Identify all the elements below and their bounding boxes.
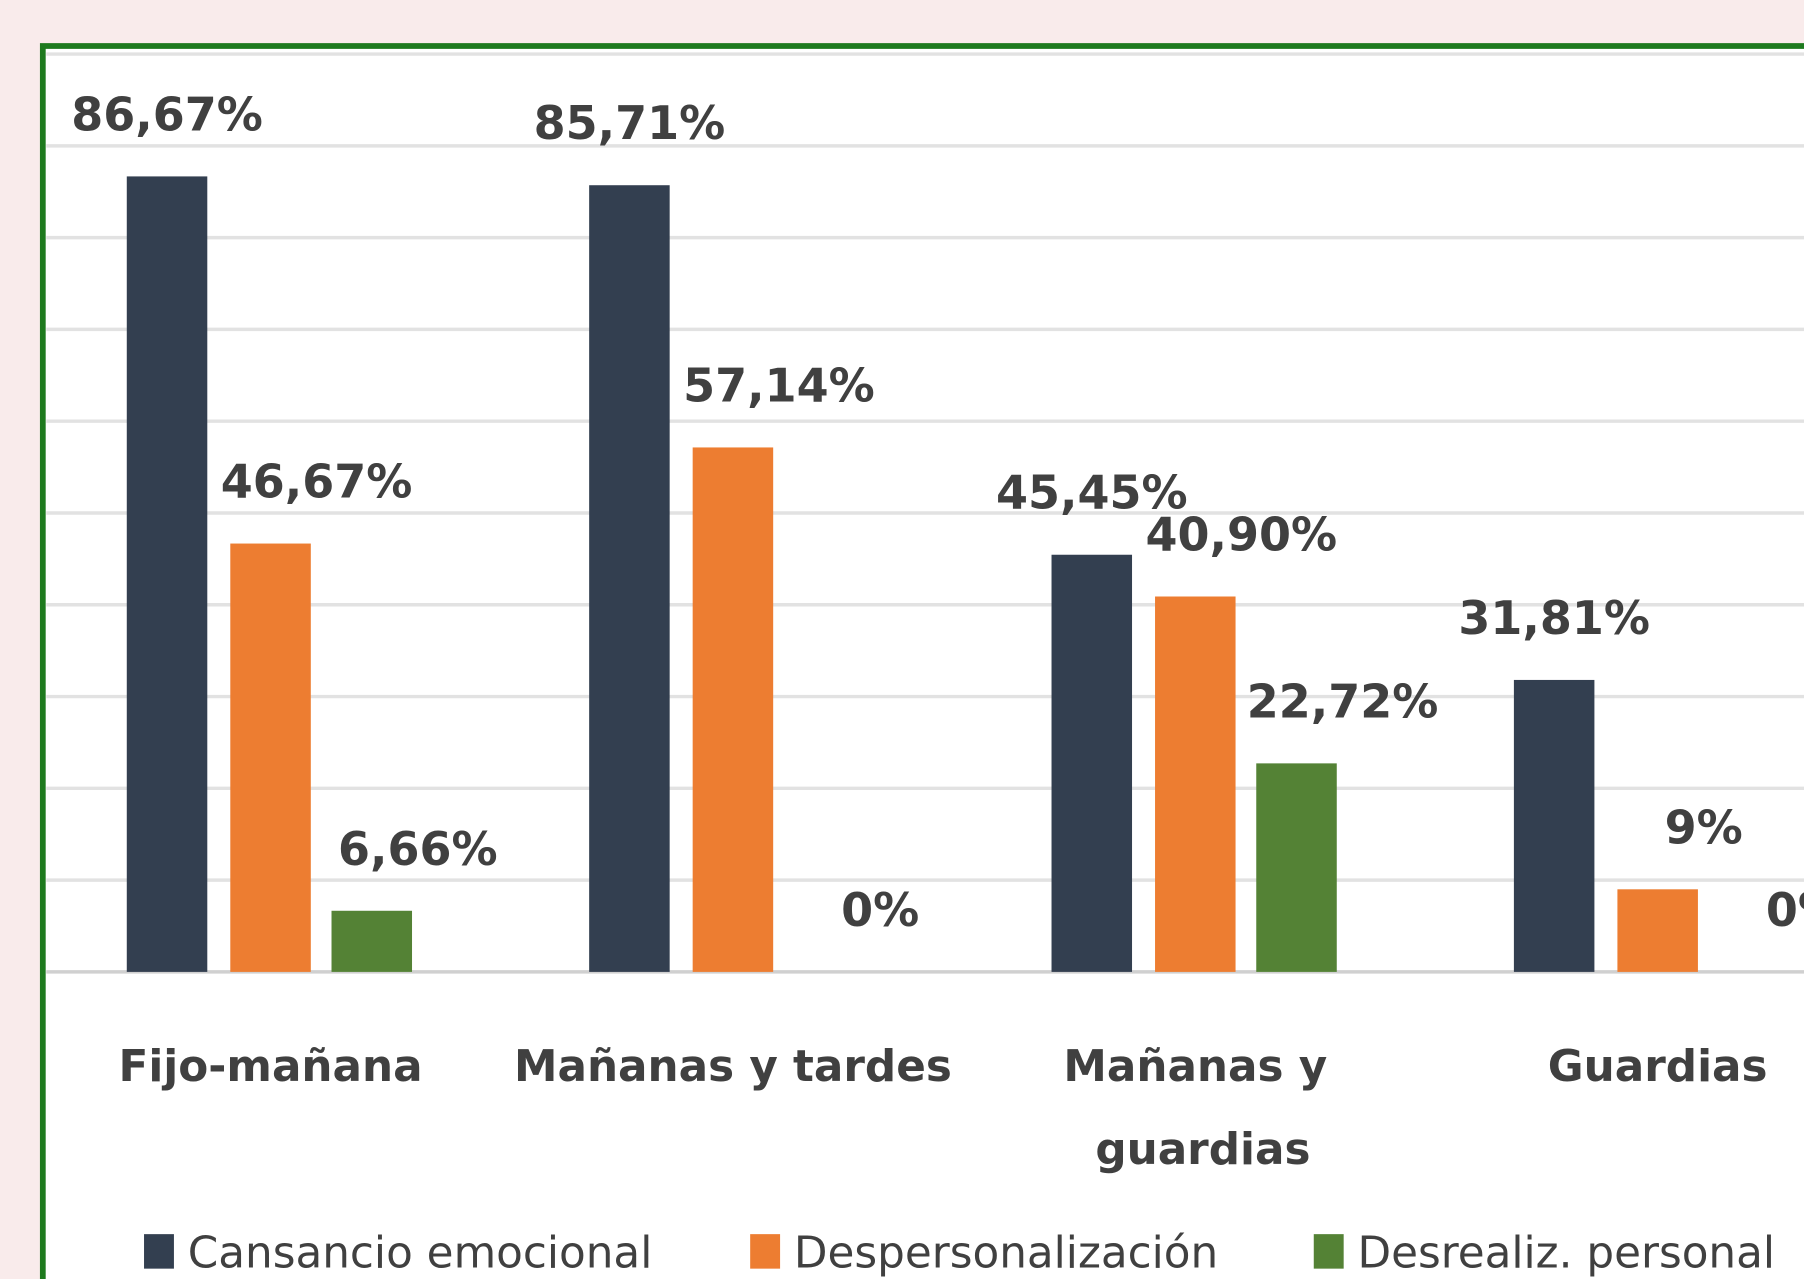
data-label: 22,72%: [1247, 674, 1439, 728]
data-label: 0%: [1766, 883, 1804, 937]
legend-label: Cansancio emocional: [188, 1227, 653, 1278]
data-label: 57,14%: [683, 358, 875, 412]
data-label: 86,67%: [71, 87, 263, 141]
data-label: 40,90%: [1146, 507, 1338, 561]
legend-swatch: [144, 1234, 174, 1269]
x-tick-label: Mañanas y tardes: [514, 1041, 952, 1092]
bar: [589, 185, 670, 972]
legend-label: Despersonalización: [794, 1227, 1218, 1278]
data-label: 9%: [1665, 800, 1743, 854]
legend-swatch: [750, 1234, 781, 1269]
legend-label: Desrealiz. personal: [1357, 1227, 1775, 1278]
bar: [1051, 554, 1133, 972]
bar: [331, 910, 413, 972]
legend-swatch: [1313, 1234, 1344, 1269]
bar: [1617, 889, 1698, 972]
bar: [230, 543, 311, 972]
bar: [692, 447, 774, 972]
data-label: 85,71%: [534, 96, 726, 150]
data-label: 46,67%: [221, 455, 413, 509]
x-tick-label: Mañanas y guardias: [1063, 1041, 1327, 1175]
bar: [126, 176, 208, 972]
data-label: 6,66%: [338, 822, 498, 876]
x-tick-label: Fijo-mañana: [118, 1041, 422, 1092]
chart-frame: [39, 43, 1804, 1279]
data-label: 45,45%: [996, 466, 1188, 520]
x-tick-label: Guardias: [1548, 1041, 1768, 1092]
bar: [1256, 763, 1337, 972]
data-label: 31,81%: [1458, 591, 1650, 645]
bar: [1513, 679, 1595, 972]
data-label: 0%: [841, 883, 919, 937]
bar: [1155, 596, 1236, 972]
